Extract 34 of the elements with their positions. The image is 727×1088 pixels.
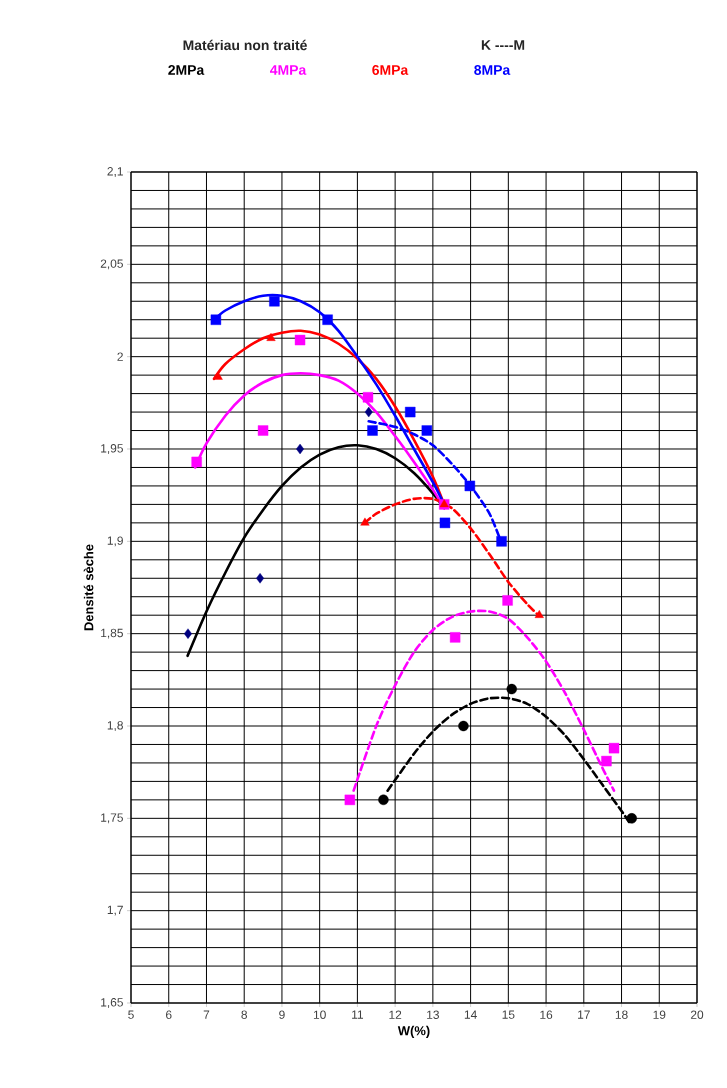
x-tick-label: 9: [279, 1010, 285, 1019]
x-tick-label: 17: [578, 1010, 590, 1019]
x-tick-label: 13: [427, 1010, 439, 1019]
text: 8MPa: [474, 65, 511, 75]
text: 2MPa: [168, 65, 205, 75]
x-tick-label: 16: [540, 1010, 553, 1019]
x-tick-label: 5: [128, 1010, 134, 1019]
x-tick-label: 7: [203, 1010, 210, 1019]
y-tick-label: 1,95: [101, 444, 123, 454]
y-tick-label: 1,8: [107, 721, 123, 731]
x-tick-label: 14: [464, 1010, 477, 1019]
y-tick-label: 2,05: [100, 259, 123, 270]
x-axis-title: W(%): [397, 1025, 430, 1038]
y-tick-label: 1,75: [101, 813, 123, 824]
x-tick-label: 18: [615, 1010, 628, 1019]
y-tick-label: 1,9: [107, 536, 123, 547]
x-tick-label: 6: [166, 1010, 172, 1019]
text: K ----M: [481, 40, 525, 50]
x-tick-label: 10: [313, 1010, 326, 1019]
x-tick-label: 11: [352, 1010, 364, 1019]
x-tick-label: 12: [389, 1010, 402, 1019]
y-tick-label: 1,7: [107, 905, 123, 916]
y-tick-label: 1,65: [101, 998, 123, 1008]
x-tick-label: 8: [241, 1010, 247, 1019]
chart-title: Matériau non traité: [183, 39, 307, 51]
y-tick-label: 2,1: [107, 167, 123, 177]
y-tick-label: 2: [117, 352, 123, 361]
text: 6MPa: [372, 65, 409, 75]
text: 4MPa: [270, 65, 307, 75]
y-tick-label: 1,85: [101, 628, 123, 639]
x-tick-label: 19: [653, 1010, 666, 1019]
x-tick-label: 15: [502, 1010, 515, 1019]
x-tick-label: 20: [690, 1010, 704, 1019]
y-axis-title: Densité sèche: [83, 544, 94, 631]
